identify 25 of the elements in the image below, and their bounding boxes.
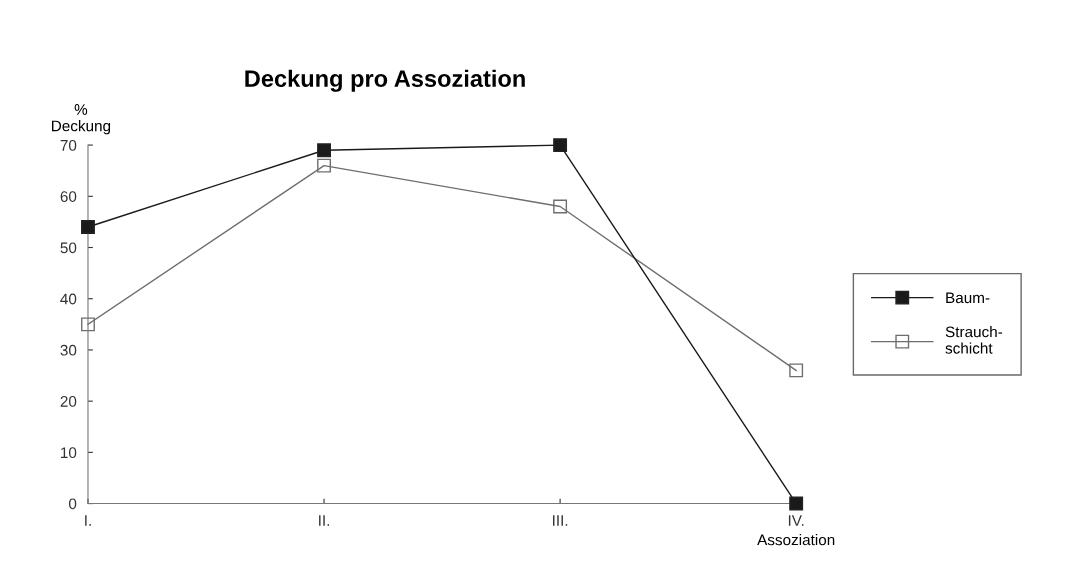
point (553, 138, 568, 153)
x-tick-label: II. (319, 515, 330, 526)
legend-label: Baum- (946, 292, 990, 304)
y-tick-label: 20 (60, 396, 77, 407)
point (317, 143, 331, 158)
x-tick-label: I. (85, 515, 91, 526)
legend-label: Strauch- schicht (945, 326, 1003, 354)
y-tick-label: 40 (60, 293, 77, 305)
x-tick-label: III. (553, 515, 568, 526)
point (317, 158, 331, 173)
y-tick-label: 0 (68, 498, 77, 510)
y-tick-label: 70 (60, 139, 77, 151)
y-axis-title: % Deckung (52, 104, 111, 135)
x-axis-title: Assoziation (757, 534, 835, 546)
point (553, 199, 568, 214)
point (81, 220, 95, 234)
y-tick-label: 60 (60, 191, 77, 202)
point (789, 496, 804, 511)
point (81, 317, 95, 332)
y-tick-label: 10 (61, 447, 77, 459)
x-tick-label: IV. (788, 515, 804, 526)
chart-title: Deckung pro Assoziation (245, 69, 525, 92)
y-tick-label: 30 (60, 344, 77, 356)
y-tick-label: 50 (60, 242, 77, 254)
point (789, 363, 804, 378)
